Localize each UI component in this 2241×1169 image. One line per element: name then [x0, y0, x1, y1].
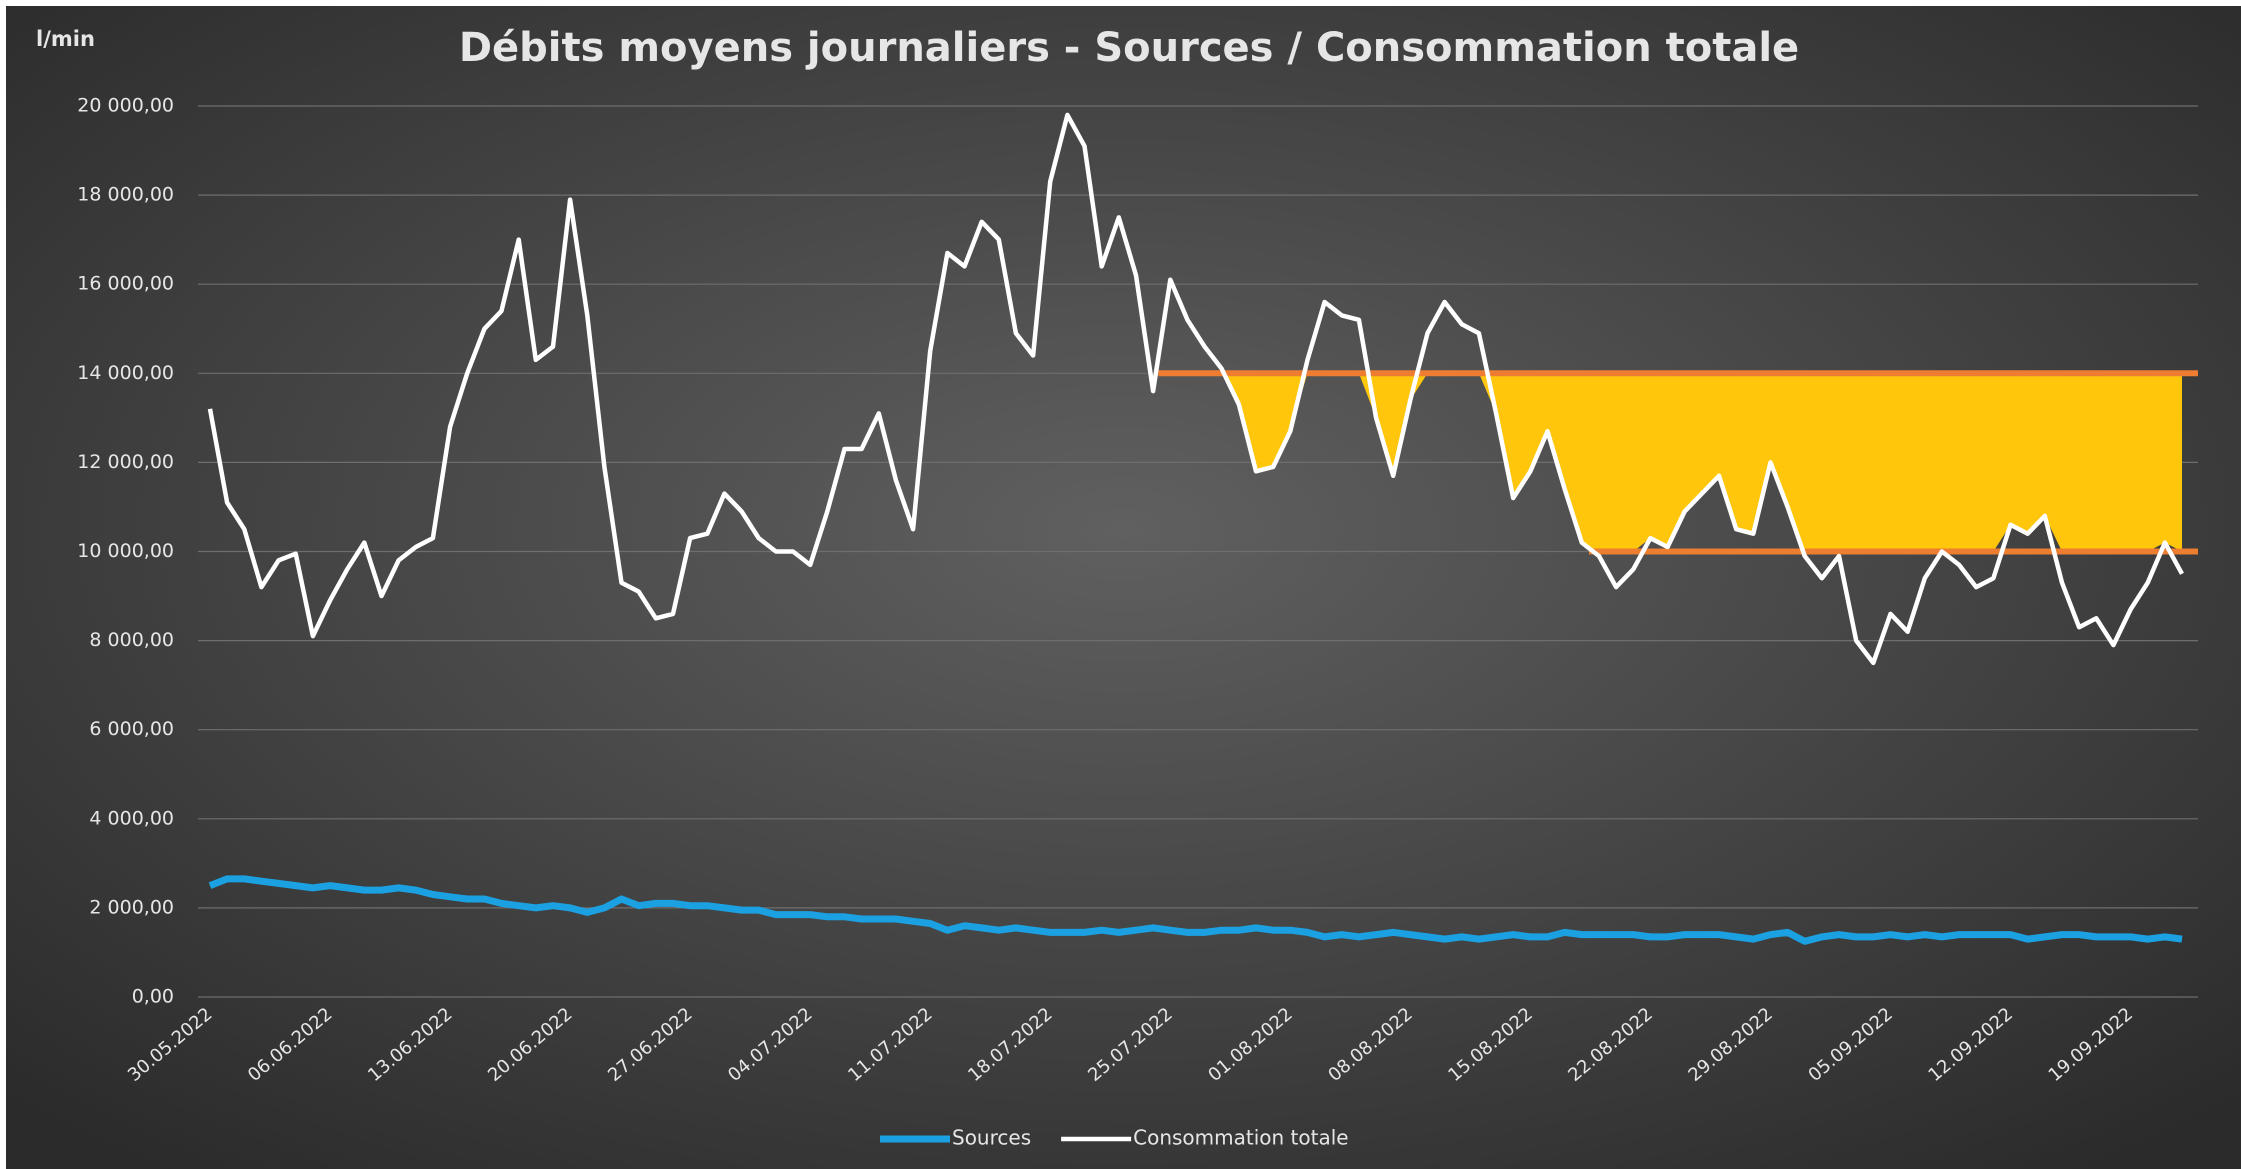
chart-background	[6, 6, 2241, 1169]
legend-label: Consommation totale	[1133, 1126, 1348, 1150]
y-tick-label: 8 000,00	[89, 629, 174, 651]
y-tick-label: 10 000,00	[77, 540, 174, 562]
series-line	[207, 112, 2184, 666]
chart-title: Débits moyens journaliers - Sources / Co…	[459, 25, 1799, 71]
y-tick-label: 20 000,00	[77, 95, 174, 117]
highlight-area	[1170, 373, 2182, 552]
y-tick-label: 0,00	[132, 986, 174, 1008]
y-tick-label: 2 000,00	[89, 896, 174, 918]
series-line	[208, 875, 2183, 945]
y-tick-label: 16 000,00	[77, 273, 174, 295]
y-tick-label: 4 000,00	[89, 807, 174, 829]
y-tick-label: 12 000,00	[77, 451, 174, 473]
y-axis-label: l/min	[36, 27, 95, 51]
y-tick-label: 6 000,00	[89, 718, 174, 740]
y-tick-label: 14 000,00	[77, 362, 174, 384]
legend-label: Sources	[952, 1126, 1031, 1150]
y-tick-label: 18 000,00	[77, 184, 174, 206]
